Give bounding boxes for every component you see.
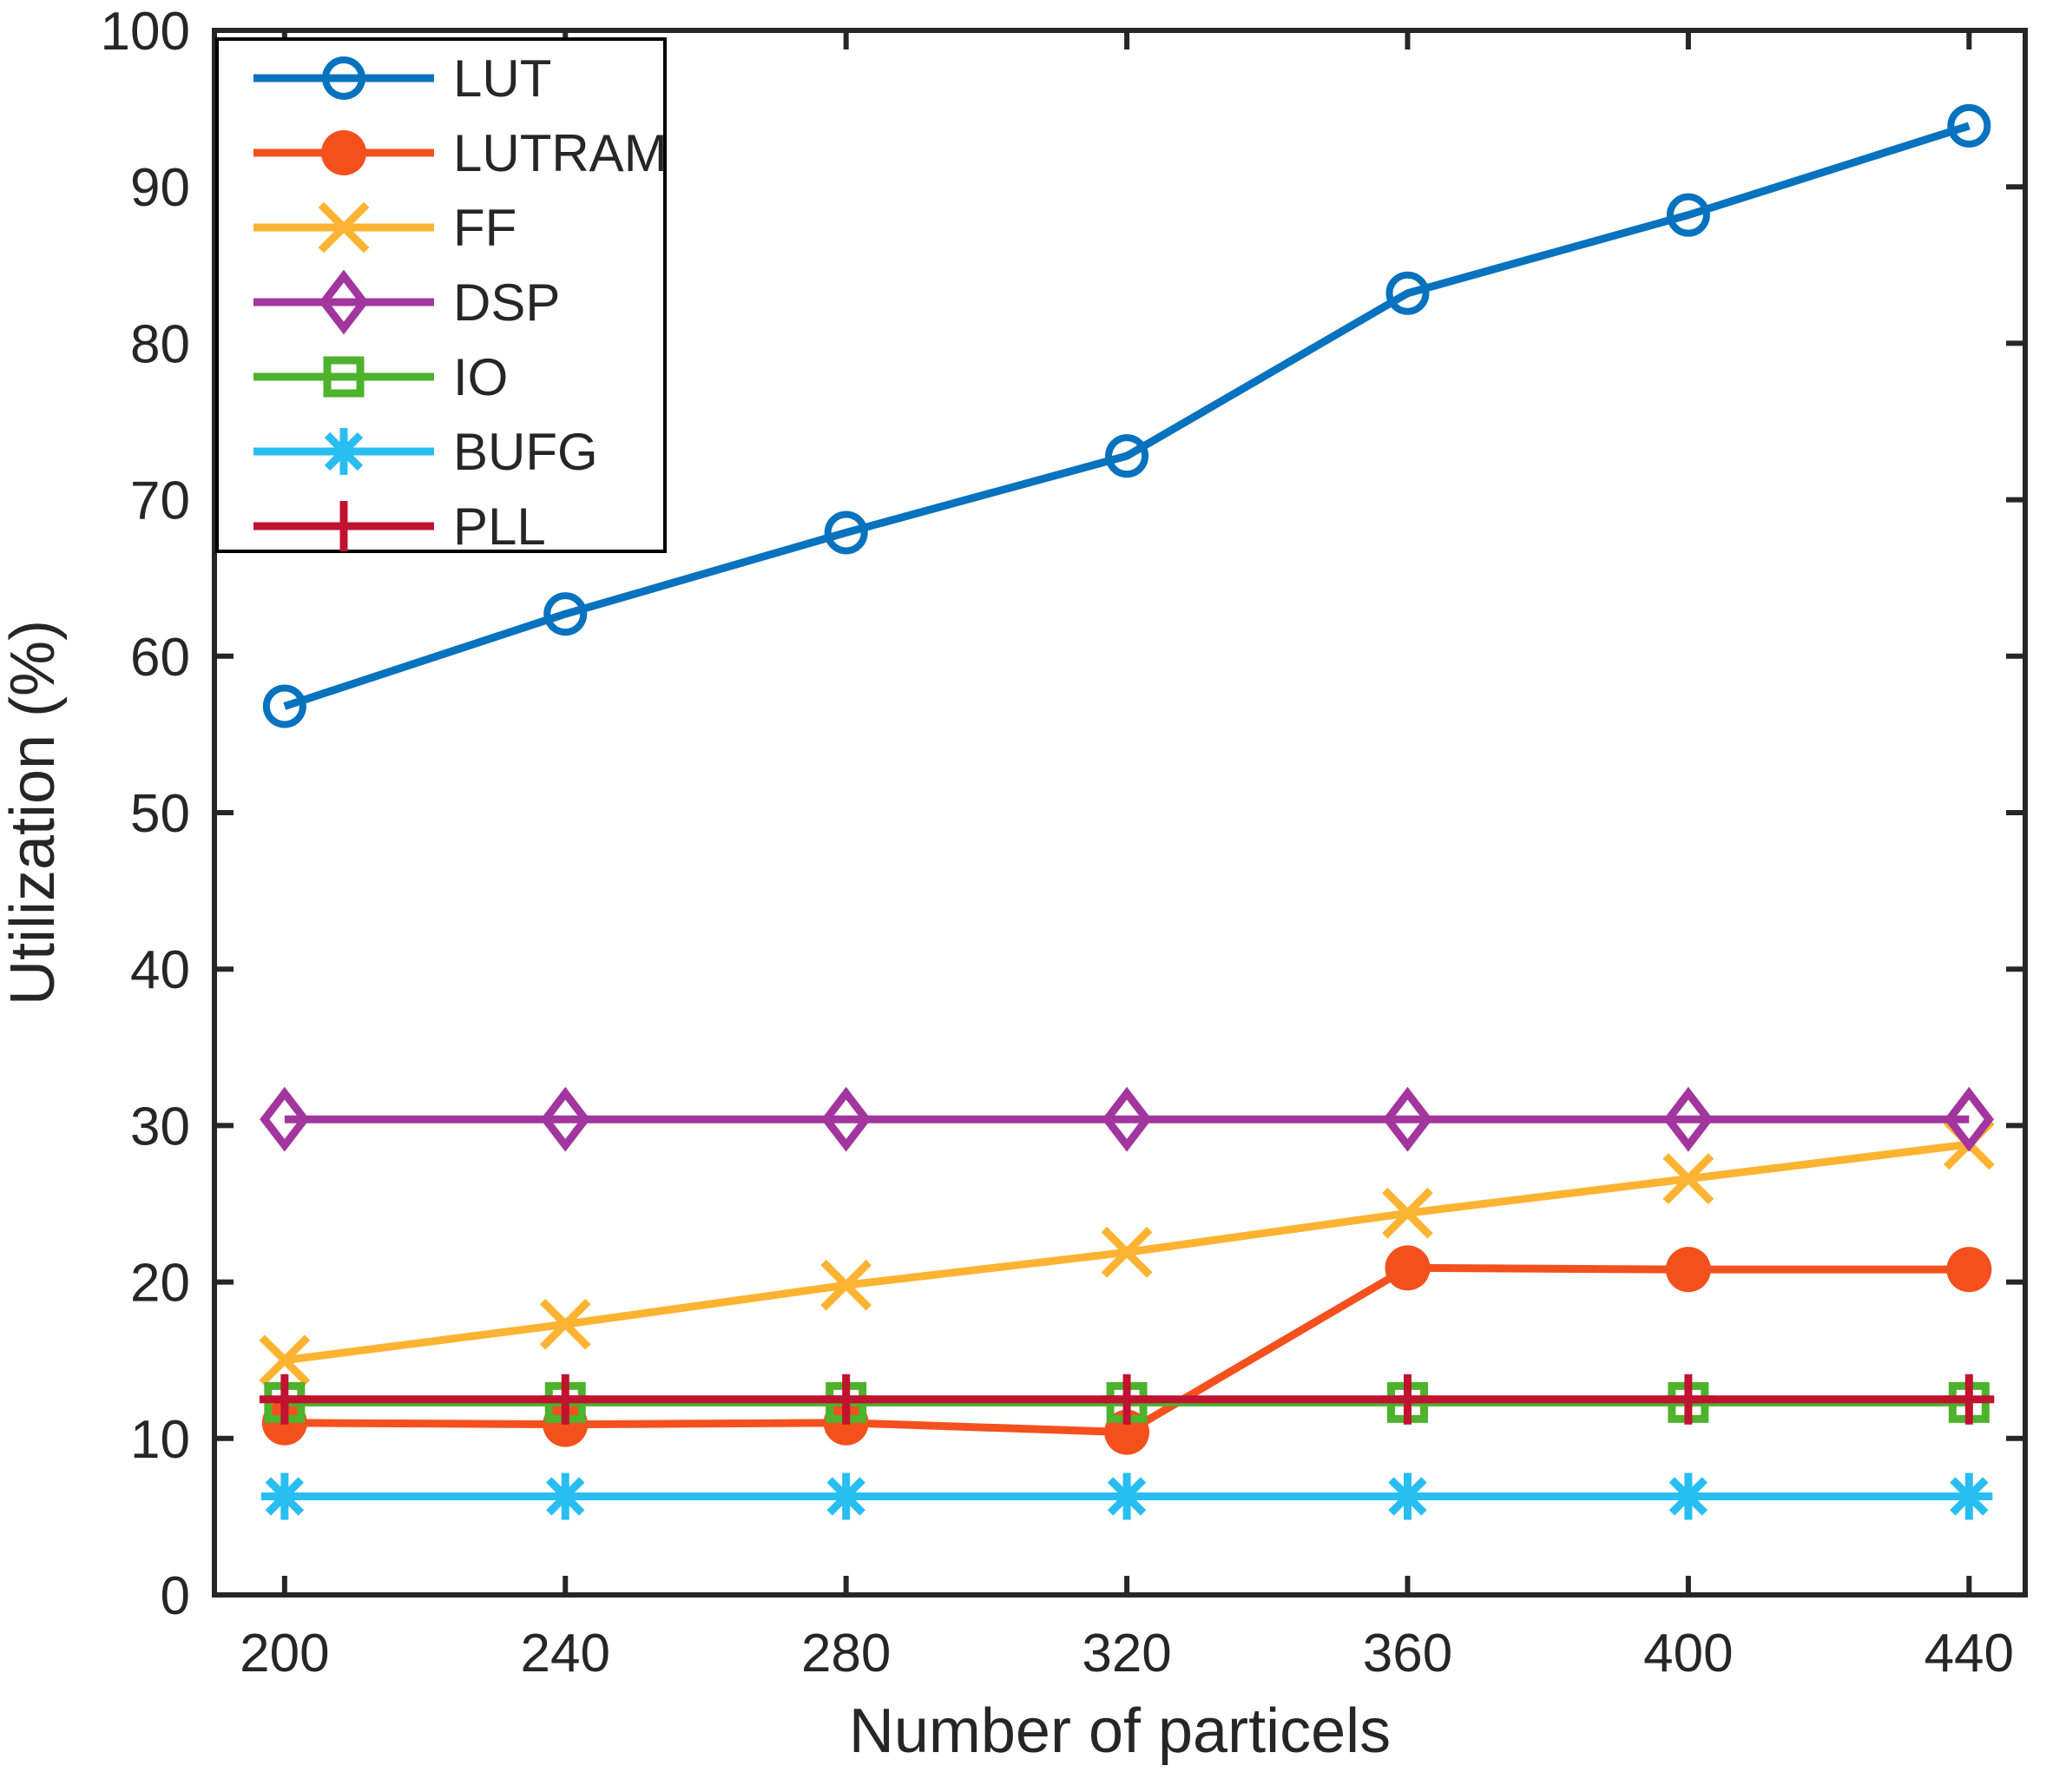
y-tick-label: 20 bbox=[130, 1254, 190, 1314]
marker-x bbox=[1382, 1187, 1433, 1239]
y-tick-label: 70 bbox=[130, 471, 190, 531]
series-bufg bbox=[260, 1472, 1993, 1520]
marker-plus bbox=[820, 1374, 872, 1425]
marker-plus bbox=[259, 1374, 310, 1425]
series-pll bbox=[259, 1374, 1995, 1425]
x-tick-label: 240 bbox=[521, 1624, 610, 1683]
y-tick-label: 0 bbox=[161, 1566, 190, 1626]
legend-item-ff: FF bbox=[253, 199, 517, 257]
marker-diamond bbox=[1382, 1086, 1433, 1152]
legend-item-lutram: LUTRAM bbox=[253, 124, 668, 182]
marker-diamond bbox=[1102, 1086, 1152, 1152]
legend-label-pll: PLL bbox=[453, 497, 546, 556]
marker-circle-open bbox=[322, 56, 365, 100]
series-layer bbox=[259, 103, 1995, 1520]
marker-x bbox=[539, 1298, 591, 1350]
marker-asterisk bbox=[320, 428, 367, 475]
tick-labels-layer: 0 10 20 30 40 50 60 70 80 90 100 200 240 280 320 360 400… bbox=[101, 2, 2014, 1683]
marker-x bbox=[259, 1334, 311, 1387]
x-tick-label: 320 bbox=[1082, 1624, 1171, 1683]
marker-asterisk bbox=[1384, 1472, 1431, 1520]
marker-circle-open bbox=[1947, 103, 1991, 148]
marker-asterisk bbox=[1945, 1472, 1993, 1520]
x-tick-label: 440 bbox=[1925, 1624, 2014, 1683]
marker-asterisk bbox=[542, 1472, 589, 1520]
marker-diamond bbox=[821, 1086, 872, 1152]
legend-item-lut: LUT bbox=[253, 49, 551, 108]
marker-plus bbox=[1382, 1374, 1433, 1425]
marker-plus bbox=[540, 1374, 591, 1425]
marker-circle-filled bbox=[1946, 1247, 1992, 1293]
marker-diamond bbox=[1663, 1086, 1714, 1152]
legend-label-ff: FF bbox=[453, 199, 517, 257]
legend-label-bufg: BUFG bbox=[453, 423, 598, 481]
marker-diamond bbox=[319, 269, 369, 335]
legend: LUT LUTRAM FF DSP IO BUFG PLL bbox=[215, 37, 668, 556]
series-lutram bbox=[261, 1245, 1992, 1455]
x-tick-label: 200 bbox=[240, 1624, 329, 1683]
axes-layer bbox=[212, 28, 2028, 1598]
marker-asterisk bbox=[1664, 1472, 1712, 1520]
marker-plus bbox=[1662, 1374, 1714, 1425]
legend-item-pll: PLL bbox=[253, 497, 546, 556]
y-tick-label: 90 bbox=[130, 158, 190, 218]
marker-x bbox=[820, 1259, 872, 1311]
legend-label-dsp: DSP bbox=[453, 273, 560, 332]
marker-circle-filled bbox=[1385, 1245, 1431, 1291]
legend-item-dsp: DSP bbox=[253, 269, 560, 335]
legend-label-io: IO bbox=[453, 348, 508, 406]
marker-circle-filled bbox=[1665, 1247, 1711, 1293]
marker-asterisk bbox=[1103, 1472, 1151, 1520]
marker-asterisk bbox=[260, 1472, 308, 1520]
series-ff bbox=[259, 1118, 1995, 1387]
marker-circle-open bbox=[543, 592, 588, 636]
x-tick-label: 360 bbox=[1363, 1624, 1452, 1683]
series-line-lut bbox=[283, 122, 1971, 710]
marker-circle-open bbox=[1666, 193, 1710, 237]
marker-plus bbox=[319, 501, 369, 551]
y-tick-label: 80 bbox=[130, 314, 190, 374]
y-tick-label: 30 bbox=[130, 1097, 190, 1156]
x-tick-label: 400 bbox=[1643, 1624, 1733, 1683]
marker-diamond bbox=[260, 1086, 310, 1152]
marker-diamond bbox=[540, 1086, 590, 1152]
marker-circle-open bbox=[824, 511, 868, 555]
y-tick-label: 10 bbox=[130, 1410, 190, 1470]
series-lut bbox=[262, 103, 1991, 728]
legend-item-bufg: BUFG bbox=[253, 423, 598, 481]
marker-diamond bbox=[1944, 1086, 1994, 1152]
marker-x bbox=[318, 201, 370, 254]
y-tick-label: 50 bbox=[130, 784, 190, 844]
marker-x bbox=[1101, 1226, 1153, 1278]
marker-asterisk bbox=[822, 1472, 870, 1520]
marker-square bbox=[323, 356, 365, 398]
y-tick-label: 100 bbox=[101, 2, 190, 62]
x-tick-label: 280 bbox=[801, 1624, 891, 1683]
y-tick-label: 60 bbox=[130, 628, 190, 688]
marker-circle-open bbox=[262, 684, 306, 728]
marker-plus bbox=[1944, 1374, 1995, 1425]
series-dsp bbox=[260, 1086, 1994, 1152]
legend-box bbox=[215, 37, 667, 553]
marker-x bbox=[1662, 1153, 1714, 1205]
marker-plus bbox=[1102, 1374, 1153, 1425]
x-axis-title: Number of particels bbox=[849, 1696, 1391, 1766]
marker-circle-open bbox=[1105, 434, 1149, 478]
y-axis-title: Utilization (%) bbox=[0, 620, 68, 1005]
legend-item-io: IO bbox=[253, 348, 508, 406]
marker-circle-filled bbox=[321, 130, 366, 175]
marker-circle-open bbox=[1385, 271, 1430, 315]
legend-label-lut: LUT bbox=[453, 49, 551, 108]
y-tick-label: 40 bbox=[130, 940, 190, 1000]
legend-label-lutram: LUTRAM bbox=[453, 124, 668, 182]
